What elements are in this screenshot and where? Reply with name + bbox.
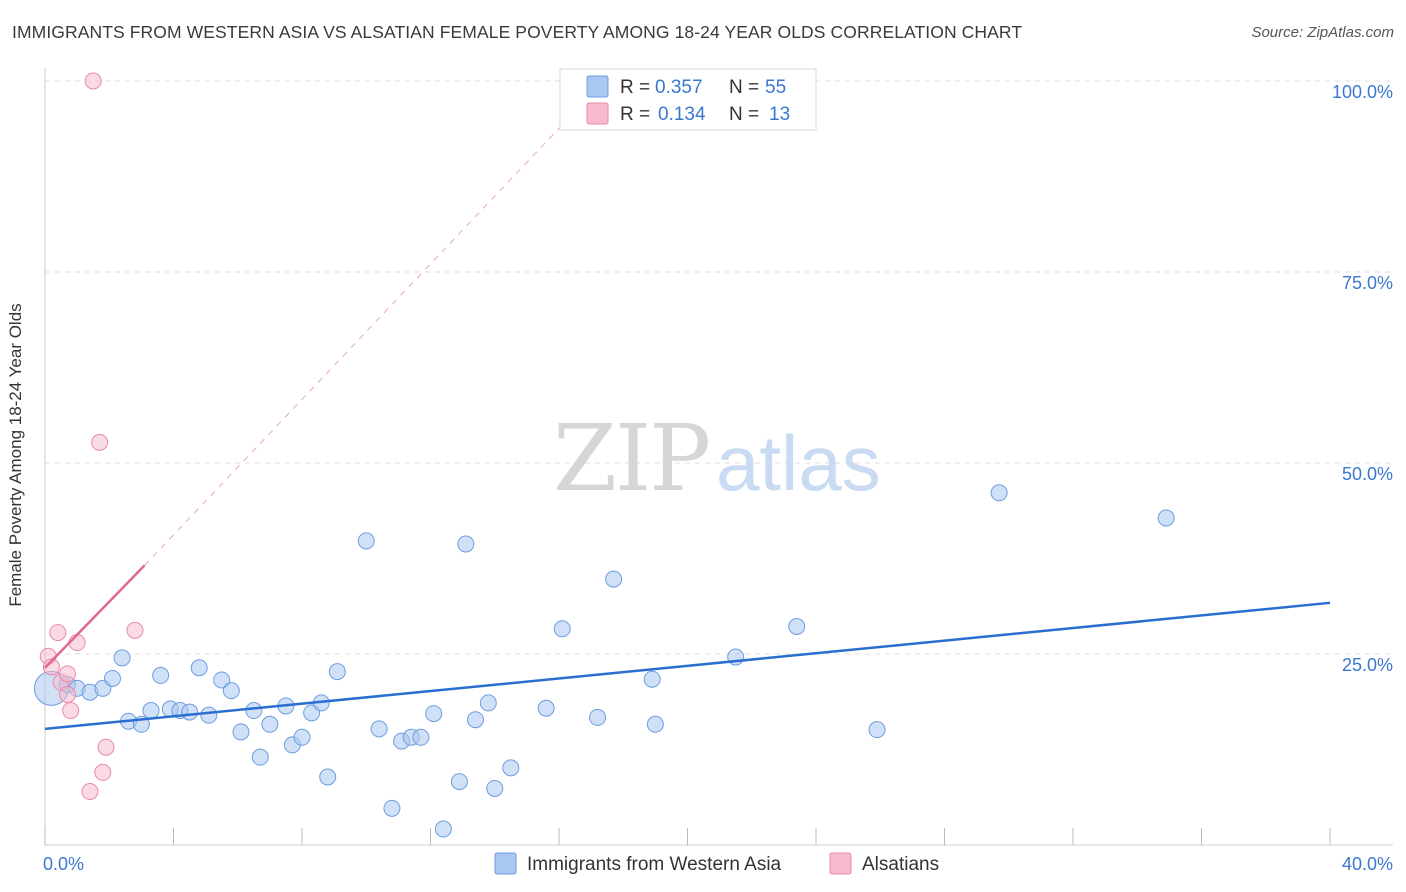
y-tick-label: 50.0% (1342, 464, 1393, 484)
stats-r-value-2: 0.134 (658, 104, 706, 125)
immigrants-point (990, 484, 1008, 502)
immigrants-point (466, 711, 484, 729)
chart-title: IMMIGRANTS FROM WESTERN ASIA VS ALSATIAN… (12, 22, 1023, 42)
immigrants-point (589, 708, 607, 726)
stats-n-value-1: 55 (765, 77, 786, 98)
immigrants-point (412, 728, 430, 746)
stats-n-label-2: N = (729, 104, 759, 125)
points-layer (33, 72, 1331, 838)
stats-n-value-2: 13 (769, 104, 790, 125)
immigrants-point (213, 671, 231, 689)
immigrants-point (328, 663, 346, 681)
immigrants-point (293, 728, 311, 746)
y-tick-label: 100.0% (1332, 82, 1393, 102)
immigrants-point (486, 779, 504, 797)
alsatians-point (58, 685, 76, 703)
immigrants-point (222, 682, 240, 700)
immigrants-point (1157, 509, 1175, 527)
alsatians-point (84, 72, 102, 90)
immigrants-point (605, 570, 623, 588)
y-tick-label: 75.0% (1342, 273, 1393, 293)
trend-layer (144, 80, 605, 566)
stats-n-label-1: N = (729, 77, 759, 98)
stats-legend-swatch-pink (586, 102, 609, 125)
watermark-atlas: atlas (716, 419, 881, 507)
immigrants-point (261, 715, 279, 733)
immigrants-point (383, 799, 401, 817)
legend-label-immigrants: Immigrants from Western Asia (527, 854, 782, 875)
bottom-legend: Immigrants from Western Asia Alsatians (494, 852, 939, 875)
immigrants-point (103, 669, 121, 687)
axis-layer (44, 68, 1393, 846)
alsatians-point (58, 665, 76, 683)
immigrants-point (245, 702, 263, 720)
immigrants-point (537, 699, 555, 717)
legend-swatch-immigrants (494, 852, 517, 875)
immigrants-point (251, 748, 269, 766)
alsatians-point (42, 658, 60, 676)
alsatians-point (91, 433, 109, 451)
immigrants-point (190, 659, 208, 677)
immigrants-point (868, 721, 886, 739)
watermark: ZIP atlas (553, 405, 881, 512)
watermark-zip: ZIP (553, 405, 709, 512)
immigrants-point (553, 620, 571, 638)
alsatians-trend-line (44, 564, 146, 669)
immigrants-trend-line (44, 601, 1331, 731)
immigrants-point (113, 649, 131, 667)
legend-swatch-alsatians (829, 852, 852, 875)
alsatians-point (62, 702, 80, 720)
immigrants-point (479, 694, 497, 712)
immigrants-point (370, 720, 388, 738)
x-tick-label: 0.0% (43, 854, 84, 874)
alsatians-trend-extension (144, 80, 605, 566)
stats-legend-swatch-blue (586, 75, 609, 98)
tick-label-layer: 25.0% 50.0% 75.0% 100.0% 0.0% 40.0% (43, 82, 1393, 874)
legend-label-alsatians: Alsatians (862, 854, 939, 875)
immigrants-point (425, 705, 443, 723)
stats-r-label-2: R = (620, 104, 650, 125)
stats-r-label-1: R = (620, 77, 650, 98)
y-tick-label: 25.0% (1342, 655, 1393, 675)
immigrants-point (142, 702, 160, 720)
alsatians-point (126, 621, 144, 639)
alsatians-point (97, 738, 115, 756)
immigrants-point (434, 820, 452, 838)
immigrants-point (788, 617, 806, 635)
immigrants-point (357, 532, 375, 550)
immigrants-point (450, 773, 468, 791)
immigrants-point (502, 759, 520, 777)
immigrants-point (232, 723, 250, 741)
alsatians-point (68, 634, 86, 652)
stats-legend: R = 0.357 N = 55 R = 0.134 N = 13 (559, 68, 817, 131)
grid-layer (45, 80, 1393, 655)
x-tick-label: 40.0% (1342, 854, 1393, 874)
immigrants-point (319, 768, 337, 786)
immigrants-point (200, 706, 218, 724)
alsatians-point (94, 763, 112, 781)
immigrants-point (646, 715, 664, 733)
alsatians-point (49, 624, 67, 642)
immigrants-point (457, 535, 475, 553)
immigrants-point (643, 670, 661, 688)
source-label: Source: ZipAtlas.com (1251, 24, 1394, 41)
stats-r-value-1: 0.357 (655, 77, 703, 98)
alsatians-point (81, 783, 99, 801)
immigrants-point (152, 666, 170, 684)
immigrants-point (181, 703, 199, 721)
